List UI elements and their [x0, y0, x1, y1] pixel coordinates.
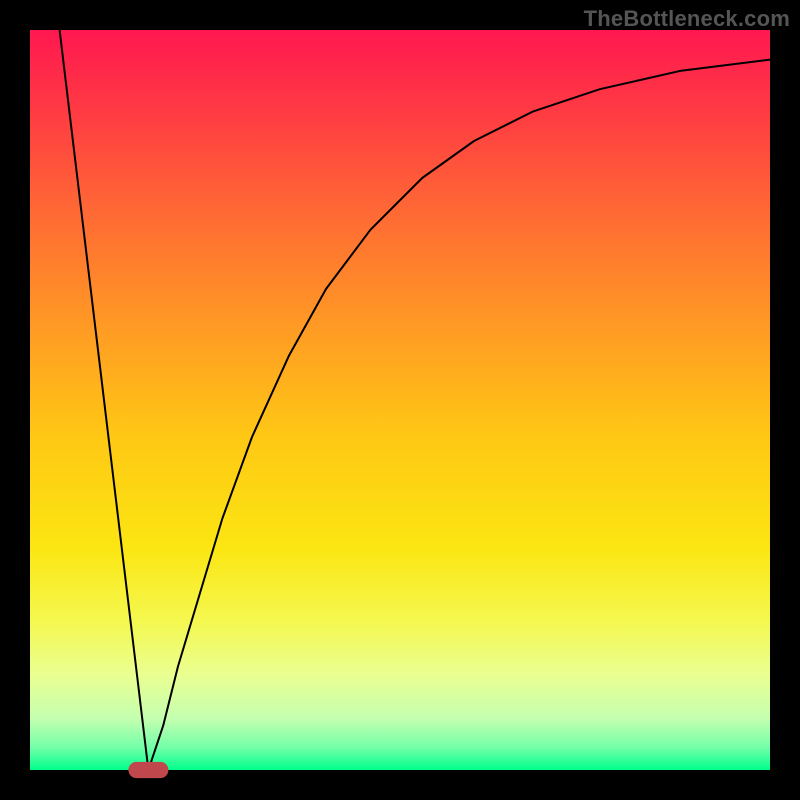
chart-container: TheBottleneck.com: [0, 0, 800, 800]
plot-background: [30, 30, 770, 770]
bottleneck-chart: [0, 0, 800, 800]
vertex-pill: [128, 762, 168, 778]
watermark-text: TheBottleneck.com: [584, 6, 790, 32]
